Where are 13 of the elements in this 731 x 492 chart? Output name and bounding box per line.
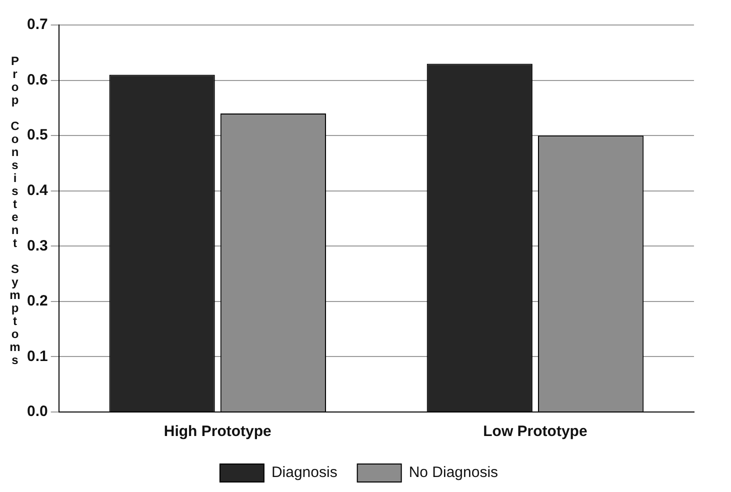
y-axis-title: Prop Consistent Symptoms (7, 53, 22, 368)
legend-label: Diagnosis (271, 464, 338, 482)
y-tick-label: 0.4 (26, 182, 48, 199)
y-tick-label: 0.5 (26, 126, 48, 144)
y-tick-label: 0.3 (26, 237, 48, 254)
x-tick-label: High Prototype (164, 423, 272, 440)
y-tick-label: 0.1 (26, 348, 48, 365)
y-tick-label: 0.2 (26, 292, 48, 310)
y-tick-label: 0.7 (26, 16, 48, 34)
y-tick-label: 0.0 (26, 403, 48, 420)
x-tick-label: Low Prototype (483, 423, 588, 440)
legend-label: No Diagnosis (408, 464, 498, 482)
y-tick-label: 0.6 (26, 71, 48, 88)
